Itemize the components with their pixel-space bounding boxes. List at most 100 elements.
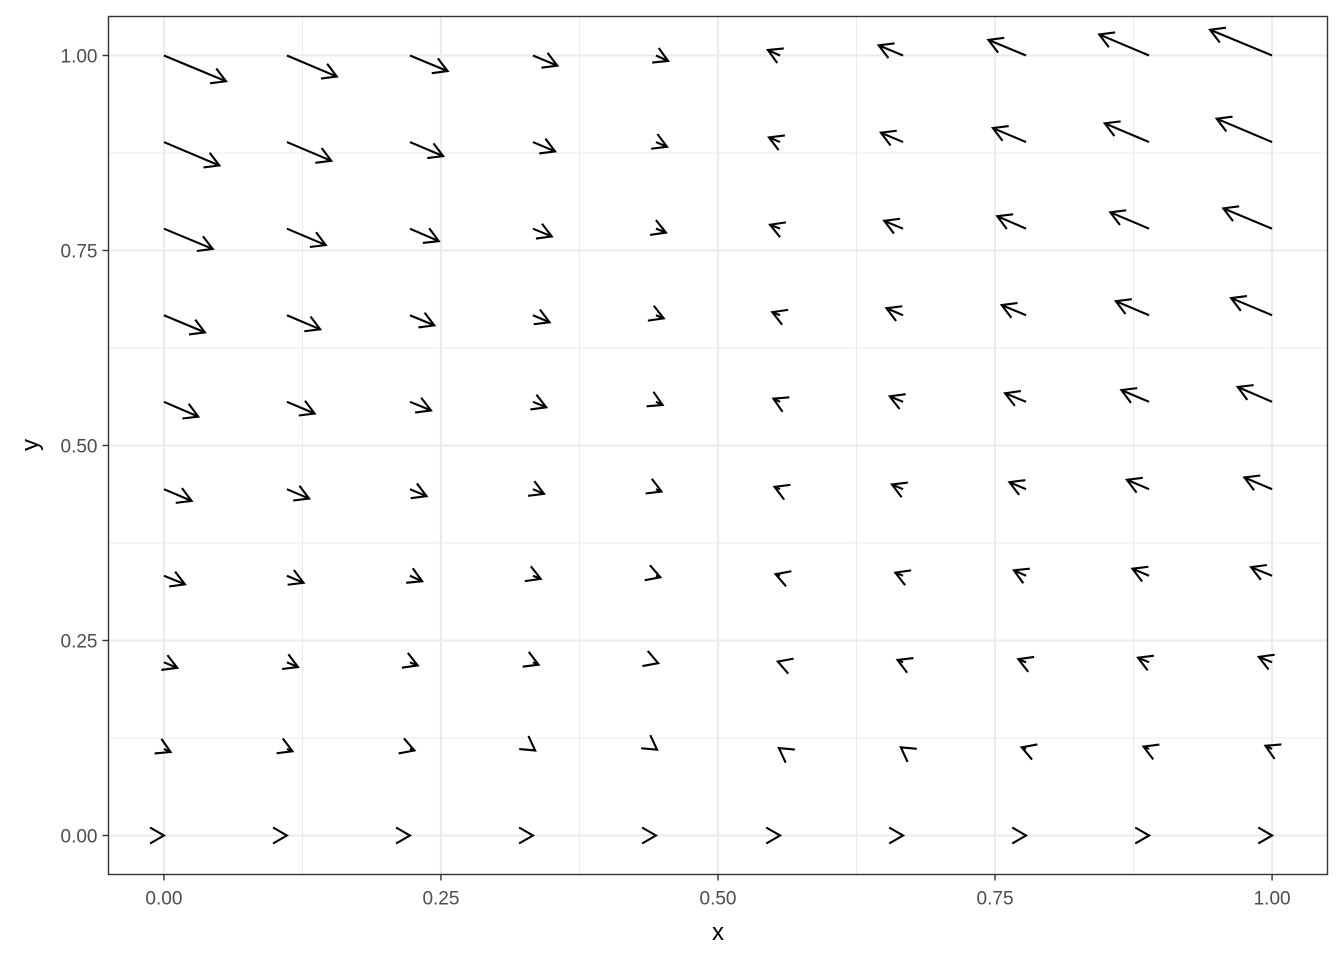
arrow-head bbox=[771, 396, 790, 413]
vector-arrow bbox=[884, 305, 904, 322]
y-tick-label: 1.00 bbox=[61, 47, 98, 68]
vector-arrow bbox=[409, 312, 437, 329]
arrow-head bbox=[1242, 474, 1261, 491]
arrow-head bbox=[209, 67, 228, 85]
arrow-head bbox=[168, 571, 187, 588]
arrow-shaft bbox=[286, 54, 338, 78]
vector-arrow bbox=[163, 487, 194, 504]
vector-arrow bbox=[1011, 567, 1030, 584]
arrow-head bbox=[287, 569, 306, 586]
vector-arrow bbox=[647, 305, 666, 322]
arrow-head bbox=[1108, 209, 1127, 226]
y-axis-title: y bbox=[17, 439, 44, 451]
arrow-head bbox=[647, 305, 666, 322]
arrow-shaft bbox=[1132, 567, 1150, 577]
vector-arrow bbox=[272, 826, 290, 845]
vector-arrow bbox=[642, 650, 661, 668]
vector-arrow bbox=[1257, 826, 1275, 845]
arrow-shaft bbox=[1098, 33, 1150, 57]
arrow-head bbox=[524, 565, 543, 583]
vector-arrow bbox=[286, 569, 306, 586]
arrow-head bbox=[418, 312, 437, 329]
vector-arrow bbox=[395, 826, 413, 845]
arrow-head bbox=[772, 483, 791, 501]
vector-arrow bbox=[1208, 26, 1273, 57]
arrow-head bbox=[1134, 826, 1152, 845]
arrow-shaft bbox=[286, 227, 327, 247]
arrow-head bbox=[410, 482, 429, 500]
arrow-shaft bbox=[1237, 386, 1273, 403]
x-axis-title: x bbox=[712, 919, 724, 946]
arrow-shaft bbox=[286, 400, 316, 415]
arrow-shaft bbox=[996, 215, 1027, 230]
arrow-head bbox=[1113, 298, 1132, 315]
arrow-head bbox=[1007, 479, 1026, 496]
vector-arrow bbox=[890, 481, 908, 498]
arrow-shaft bbox=[1209, 28, 1273, 57]
arrow-head bbox=[149, 826, 167, 845]
vector-arrow bbox=[1113, 298, 1150, 317]
arrow-head bbox=[196, 235, 215, 253]
arrow-head bbox=[203, 152, 222, 169]
vector-arrow bbox=[163, 400, 201, 420]
arrow-head bbox=[518, 826, 536, 845]
arrow-head bbox=[1256, 653, 1275, 671]
arrow-head bbox=[422, 227, 441, 245]
arrow-head bbox=[1003, 390, 1022, 407]
arrow-head bbox=[990, 125, 1009, 142]
arrow-head bbox=[1011, 826, 1029, 845]
arrow-head bbox=[1214, 115, 1233, 133]
vector-arrow bbox=[899, 746, 917, 763]
vector-arrow bbox=[1097, 31, 1150, 57]
x-tick-label: 0.50 bbox=[700, 889, 737, 910]
arrow-shaft bbox=[409, 488, 427, 498]
vector-arrow bbox=[645, 478, 664, 495]
arrow-shaft bbox=[286, 488, 310, 500]
arrow-head bbox=[888, 826, 906, 845]
vector-arrow bbox=[518, 826, 536, 845]
vector-arrow bbox=[1003, 390, 1027, 407]
vector-arrow bbox=[1124, 476, 1150, 494]
arrow-head bbox=[427, 142, 446, 160]
arrow-head bbox=[986, 36, 1005, 54]
arrow-head bbox=[530, 393, 549, 411]
vector-arrow bbox=[286, 314, 323, 333]
vector-arrow bbox=[1221, 205, 1273, 230]
vector-arrow bbox=[1242, 474, 1273, 491]
vector-arrow bbox=[276, 737, 295, 755]
arrow-shaft bbox=[163, 141, 220, 167]
vector-arrow bbox=[532, 223, 554, 240]
arrow-head bbox=[1124, 476, 1143, 494]
vector-arrow bbox=[286, 227, 328, 249]
vector-arrow bbox=[522, 651, 541, 668]
vector-arrow bbox=[163, 227, 215, 253]
arrow-shaft bbox=[286, 314, 321, 331]
arrow-head bbox=[777, 746, 795, 764]
arrow-head bbox=[304, 315, 323, 333]
y-tick-label: 0.75 bbox=[61, 242, 98, 263]
vector-arrow bbox=[893, 569, 912, 586]
arrow-shaft bbox=[409, 54, 449, 73]
arrow-shaft bbox=[163, 54, 227, 83]
vector-arrow bbox=[1214, 115, 1273, 144]
arrow-shaft bbox=[1115, 300, 1150, 317]
vector-arrow bbox=[895, 656, 914, 674]
arrow-shaft bbox=[767, 49, 781, 57]
arrow-head bbox=[770, 308, 789, 326]
arrow-shaft bbox=[1104, 122, 1150, 144]
arrow-head bbox=[645, 478, 664, 495]
arrow-head bbox=[401, 652, 420, 669]
arrow-head bbox=[652, 47, 671, 64]
arrow-head bbox=[1019, 743, 1038, 761]
vector-arrow bbox=[1016, 655, 1035, 673]
vector-arrow bbox=[876, 42, 904, 59]
arrow-shaft bbox=[1013, 569, 1027, 577]
arrow-shaft bbox=[1126, 478, 1150, 491]
vector-arrow bbox=[409, 482, 429, 500]
vector-arrow bbox=[532, 308, 552, 326]
vector-arrow bbox=[1011, 826, 1029, 845]
arrow-head bbox=[1263, 743, 1282, 760]
y-tick-label: 0.50 bbox=[61, 437, 98, 458]
arrow-head bbox=[1130, 565, 1149, 583]
arrow-head bbox=[154, 738, 173, 755]
